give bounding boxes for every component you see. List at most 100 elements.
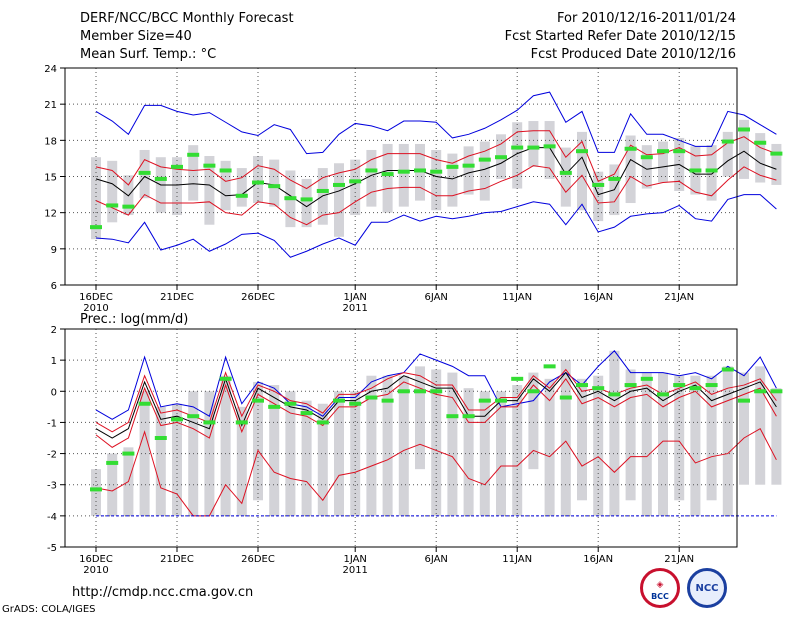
temperature-median-marker: [235, 193, 248, 198]
temperature-median-marker: [624, 146, 637, 151]
precipitation-median-marker: [316, 420, 329, 425]
temperature-median-marker: [462, 163, 475, 168]
precipitation-median-marker: [689, 386, 702, 391]
temperature-median-marker: [673, 149, 686, 154]
precipitation-spread-bar: [690, 375, 701, 516]
temperature-xtick-label: 6JAN: [424, 292, 447, 303]
temperature-median-marker: [738, 127, 750, 132]
precipitation-median-marker: [430, 389, 443, 394]
precipitation-xtick-label: 11JAN: [502, 554, 532, 565]
precipitation-xtick-label: 21JAN: [664, 554, 694, 565]
temperature-spread-bar: [91, 157, 101, 240]
temperature-xtick-label: 11JAN: [502, 292, 532, 303]
precipitation-median-marker: [446, 414, 459, 419]
temperature-median-marker: [576, 149, 588, 154]
precipitation-spread-bar: [301, 400, 312, 516]
precipitation-spread-bar: [431, 369, 442, 516]
precipitation-spread-bar: [447, 372, 458, 516]
precipitation-ytick-label: -5: [47, 543, 57, 554]
precipitation-year-label: 2010: [83, 565, 108, 576]
precipitation-median-marker: [576, 383, 588, 388]
precipitation-spread-bar: [528, 372, 539, 470]
temperature-xtick-label: 16DEC: [79, 292, 113, 303]
temperature-median-marker: [754, 140, 767, 145]
temperature-spread-bar: [512, 122, 523, 189]
temperature-spread-bar: [253, 156, 263, 204]
temperature-median-marker: [284, 196, 297, 201]
bcc-logo: ◈ BCC: [640, 568, 680, 608]
temperature-median-marker: [689, 168, 702, 173]
temperature-median-marker: [90, 225, 102, 230]
temperature-median-marker: [171, 164, 183, 169]
temperature-spread-bar: [739, 119, 749, 179]
precipitation-spread-bar: [463, 388, 474, 516]
temperature-spread-bar: [236, 168, 247, 207]
temperature-spread-bar: [463, 146, 474, 195]
precipitation-median-marker: [511, 376, 524, 381]
temperature-median-marker: [219, 168, 232, 173]
precipitation-xtick-label: 21DEC: [160, 554, 194, 565]
precipitation-median-marker: [284, 401, 297, 406]
precipitation-std_lower-line: [95, 377, 777, 448]
precipitation-ytick-label: 1: [51, 356, 57, 367]
precipitation-spread-bar: [139, 391, 150, 516]
temperature-xtick-label: 16JAN: [583, 292, 613, 303]
temperature-median-marker: [106, 203, 119, 208]
precipitation-ytick-label: -1: [47, 418, 57, 429]
precipitation-spread-bar: [317, 403, 328, 516]
temperature-median-marker: [657, 149, 669, 154]
temperature-median-marker: [705, 168, 718, 173]
precipitation-median-marker: [397, 389, 410, 394]
temperature-median-marker: [495, 155, 507, 160]
temperature-median-marker: [203, 163, 216, 168]
precipitation-ytick-label: -3: [47, 481, 57, 492]
precipitation-spread-bar: [544, 378, 555, 516]
source-url[interactable]: http://cmdp.ncc.cma.gov.cn: [72, 585, 254, 600]
temperature-spread-bar: [317, 168, 328, 225]
precipitation-median-marker: [106, 460, 119, 465]
precipitation-spread-bar: [512, 385, 523, 516]
temperature-median-marker: [478, 157, 491, 162]
precipitation-median-marker: [268, 404, 281, 409]
precipitation-median-marker: [235, 420, 248, 425]
temperature-spread-bar: [722, 131, 733, 177]
precipitation-ytick-label: -4: [47, 512, 57, 523]
temperature-median-marker: [608, 176, 621, 181]
temperature-median-marker: [446, 164, 459, 169]
temperature-spread-bar: [107, 160, 118, 223]
precipitation-median-marker: [624, 383, 637, 388]
precipitation-median-marker: [138, 401, 151, 406]
temperature-ytick-label: 24: [44, 64, 57, 75]
temperature-ytick-label: 15: [44, 173, 57, 184]
temperature-spread-bar: [479, 141, 490, 201]
temperature-median-marker: [252, 180, 264, 185]
precipitation-median-marker: [770, 389, 783, 394]
temperature-xtick-label: 21JAN: [664, 292, 694, 303]
precipitation-median-marker: [187, 414, 200, 419]
precipitation-median-marker: [414, 389, 426, 394]
precipitation-spread-bar: [479, 391, 490, 516]
precipitation-max-line: [95, 350, 777, 420]
temperature-median-marker: [397, 169, 410, 174]
member-size-label: Member Size=40: [80, 29, 192, 44]
precipitation-median-marker: [657, 392, 669, 397]
precipitation-median-marker: [543, 364, 556, 369]
precipitation-spread-bar: [155, 406, 166, 516]
precipitation-spread-bar: [285, 391, 296, 516]
bcc-logo-text: BCC: [651, 592, 669, 601]
temperature-year-label: 2010: [83, 303, 108, 314]
temperature-spread-bar: [398, 143, 409, 207]
temperature-mean-line: [95, 147, 777, 208]
temperature-spread-bar: [334, 163, 344, 237]
temperature-spread-bar: [366, 149, 377, 207]
precipitation-ytick-label: 2: [51, 325, 57, 336]
temperature-max-line: [95, 91, 777, 155]
temperature-spread-bar: [771, 143, 782, 185]
precipitation-median-marker: [640, 376, 653, 381]
temperature-spread-bar: [204, 156, 215, 225]
precipitation-spread-bar: [739, 372, 749, 485]
precipitation-median-marker: [252, 398, 264, 403]
fcst-started-label: Fcst Started Refer Date 2010/12/15: [504, 29, 736, 44]
grads-credit: GrADS: COLA/IGES: [2, 604, 96, 615]
